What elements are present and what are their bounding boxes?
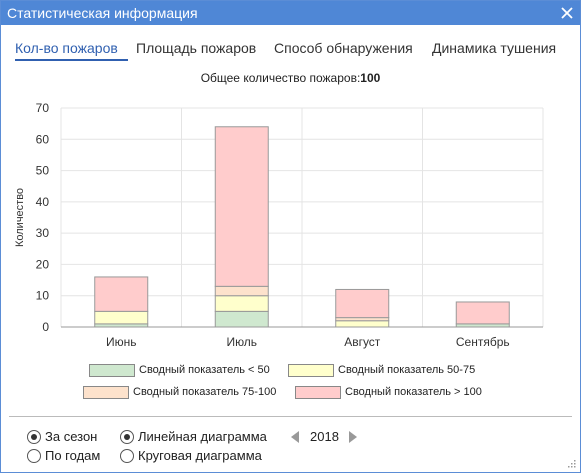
legend-swatch	[295, 386, 341, 399]
year-prev-icon[interactable]	[291, 431, 299, 443]
y-tick-label: 60	[36, 132, 50, 146]
bar-segment	[214, 285, 269, 297]
y-tick-label: 50	[36, 164, 50, 178]
year-value: 2018	[310, 429, 339, 444]
controls-divider	[9, 416, 572, 417]
total-fires-value: 100	[360, 71, 381, 85]
legend-label: Сводный показатель > 100	[345, 386, 482, 398]
close-icon[interactable]	[558, 4, 576, 22]
tab-fire-area[interactable]: Площадь пожаров	[136, 40, 257, 56]
x-tick-label: Июнь	[106, 335, 137, 349]
legend-label: Сводный показатель 50-75	[338, 364, 476, 376]
active-tab-indicator	[15, 59, 128, 61]
y-tick-label: 20	[36, 257, 50, 271]
bar-segment	[335, 320, 390, 328]
y-axis-title: Количество	[14, 188, 26, 247]
window-title: Статистическая информация	[7, 5, 198, 21]
x-tick-label: Август	[344, 335, 381, 349]
y-tick-label: 30	[36, 226, 50, 240]
y-tick-label: 70	[36, 101, 50, 115]
bar-segment	[94, 276, 149, 312]
title-bar[interactable]: Статистическая информация	[1, 1, 580, 25]
legend-label: Сводный показатель < 50	[139, 364, 270, 376]
tab-extinguishing-dynamics[interactable]: Динамика тушения	[432, 40, 557, 56]
total-fires-label: Общее количество пожаров:	[200, 71, 361, 85]
y-tick-label: 40	[36, 195, 50, 209]
y-tick-label: 10	[36, 289, 50, 303]
tab-fire-count[interactable]: Кол-во пожаров	[15, 40, 118, 56]
radio-line-chart-label: Линейная диаграмма	[138, 429, 267, 444]
bar-segment	[214, 126, 269, 287]
radio-pie-chart-circle[interactable]	[120, 449, 134, 463]
bar-segment	[455, 301, 510, 325]
year-next-icon[interactable]	[349, 431, 357, 443]
resize-grip-icon[interactable]	[567, 459, 577, 469]
chart-controls: За сезон По годам Линейная диаграмма Кру…	[1, 421, 580, 471]
radio-per-season-label: За сезон	[45, 429, 98, 444]
radio-line-chart-circle[interactable]	[120, 430, 134, 444]
radio-by-years-circle[interactable]	[27, 449, 41, 463]
tab-detection-method[interactable]: Способ обнаружения	[274, 40, 413, 56]
fire-count-chart: 0 10 20 30 40 50 60 70 Количество Июнь Июль Август С…	[14, 101, 544, 349]
bar-segment	[94, 310, 149, 325]
radio-by-years-label: По годам	[45, 448, 101, 463]
bar-segment	[335, 288, 390, 319]
radio-per-season-circle[interactable]	[27, 430, 41, 444]
radio-pie-chart-label: Круговая диаграмма	[138, 448, 262, 463]
y-tick-label: 0	[42, 320, 49, 334]
legend-swatch	[89, 364, 135, 377]
legend-swatch	[288, 364, 334, 377]
bar-segment	[214, 295, 269, 312]
legend-swatch	[83, 386, 129, 399]
tab-bar: Кол-во пожаров Площадь пожаров Способ об…	[1, 35, 580, 63]
bar-segment	[214, 310, 269, 328]
x-tick-label: Сентябрь	[456, 335, 510, 349]
legend-label: Сводный показатель 75-100	[133, 386, 277, 398]
x-tick-label: Июль	[226, 335, 257, 349]
total-fires-summary: Общее количество пожаров:100	[1, 71, 580, 85]
